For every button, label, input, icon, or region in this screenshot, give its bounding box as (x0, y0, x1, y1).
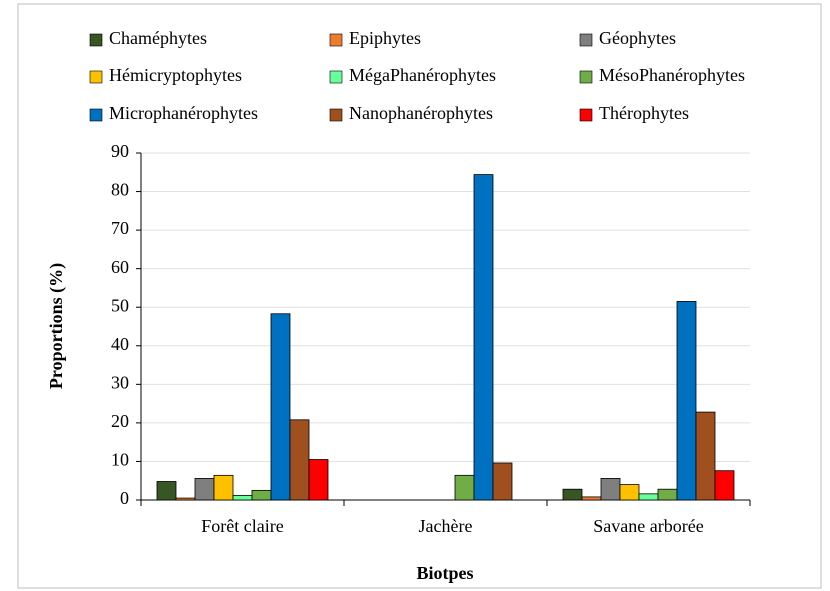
legend-swatch (89, 70, 103, 84)
legend-label: Nanophanérophytes (349, 103, 493, 123)
legend-swatch (579, 70, 593, 84)
bar (308, 459, 329, 501)
x-tick-label: Jachère (419, 516, 473, 536)
bar (251, 489, 272, 501)
legend-swatch (89, 108, 103, 122)
bar (581, 496, 602, 501)
legend-swatch (329, 33, 343, 47)
y-axis-title: Proportions (%) (46, 263, 67, 389)
x-axis-title: Biotpes (416, 563, 473, 583)
y-tick-label: 90 (111, 141, 129, 161)
legend-swatch (579, 33, 593, 47)
legend-label: Epiphytes (349, 28, 421, 48)
bar (714, 470, 735, 501)
bar (600, 478, 621, 501)
y-tick-label: 60 (111, 257, 129, 277)
bar (175, 497, 196, 501)
bar (232, 494, 253, 501)
legend-swatch (329, 70, 343, 84)
bar (213, 474, 234, 501)
bar (695, 411, 716, 501)
y-tick-label: 30 (111, 372, 129, 392)
legend-label: Microphanérophytes (109, 103, 258, 123)
bar (270, 313, 291, 501)
bar (638, 493, 659, 501)
legend-label: Géophytes (599, 28, 676, 48)
legend-label: MégaPhanérophytes (349, 65, 496, 85)
legend-swatch (329, 108, 343, 122)
legend-swatch (579, 108, 593, 122)
legend-label: Thérophytes (599, 103, 689, 123)
bar (194, 478, 215, 501)
bar (562, 488, 583, 501)
legend-label: Chaméphytes (109, 28, 207, 48)
x-tick-label: Forêt claire (201, 516, 283, 536)
bar (289, 419, 310, 501)
legend-swatch (89, 33, 103, 47)
bar (492, 462, 513, 501)
y-tick-label: 10 (111, 450, 129, 470)
x-tick-label: Savane arborée (593, 516, 703, 536)
y-tick-label: 70 (111, 218, 129, 238)
y-tick-label: 50 (111, 295, 129, 315)
y-tick-label: 80 (111, 180, 129, 200)
bar (676, 301, 697, 501)
bar (473, 174, 494, 501)
bar (156, 481, 177, 501)
legend-label: MésoPhanérophytes (599, 65, 745, 85)
bar (619, 484, 640, 501)
y-tick-label: 20 (111, 411, 129, 431)
bar (454, 474, 475, 501)
y-tick-label: 0 (120, 488, 129, 508)
legend-label: Hémicryptophytes (109, 65, 242, 85)
y-tick-label: 40 (111, 334, 129, 354)
bar (657, 488, 678, 501)
